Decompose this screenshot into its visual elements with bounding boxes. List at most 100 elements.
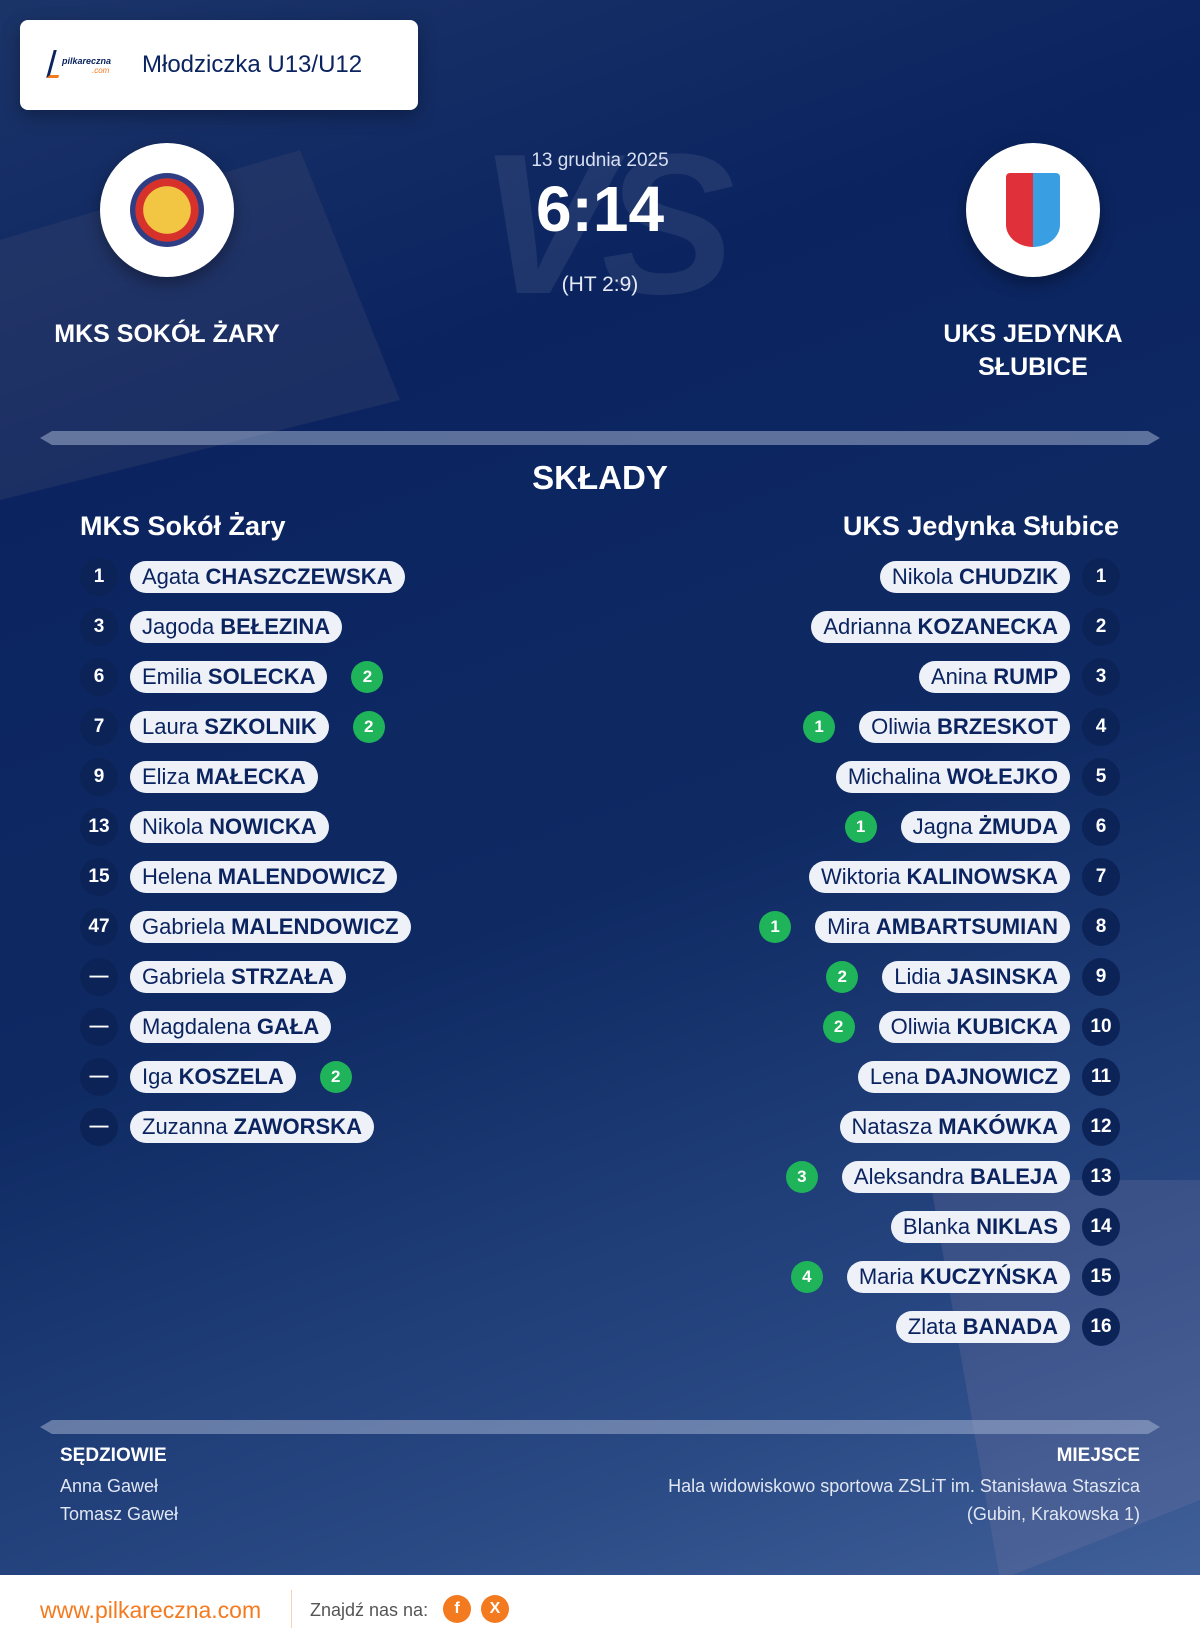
venue-address: (Gubin, Krakowska 1) <box>966 1504 1140 1524</box>
last-name: ZAWORSKA <box>233 1114 362 1139</box>
last-name: WOŁEJKO <box>946 764 1058 789</box>
player-row: — Iga KOSZELA 2 <box>80 1058 352 1096</box>
first-name: Oliwia <box>890 1014 951 1039</box>
goals-badge: 1 <box>759 911 792 943</box>
shirt-number: 6 <box>80 658 118 696</box>
first-name: Lena <box>869 1064 919 1089</box>
player-row: Blanka NIKLAS 14 <box>890 1208 1120 1246</box>
first-name: Oliwia <box>871 714 931 739</box>
player-name: Nikola CHUDZIK <box>879 561 1070 593</box>
shirt-number: 16 <box>1082 1308 1120 1346</box>
goals-badge: 3 <box>785 1161 818 1193</box>
away-name-line1: UKS JEDYNKA <box>943 320 1123 348</box>
officials-label: SĘDZIOWIE <box>60 1445 167 1466</box>
shirt-number: 9 <box>80 758 118 796</box>
footer-separator <box>291 1590 292 1628</box>
venue-label: MIEJSCE <box>1056 1445 1140 1466</box>
first-name: Nikola <box>891 564 953 589</box>
player-row: 13 Nikola NOWICKA <box>80 808 329 846</box>
last-name: MALENDOWICZ <box>231 914 399 939</box>
player-row: 9 Eliza MAŁECKA <box>80 758 318 796</box>
away-lineup-heading: UKS Jedynka Słubice <box>842 511 1119 541</box>
player-row: 1 Jagna ŻMUDA 6 <box>844 808 1120 846</box>
player-name: Maria KUCZYŃSKA <box>846 1261 1070 1293</box>
first-name: Lidia <box>894 964 941 989</box>
shirt-number: 15 <box>80 858 118 896</box>
player-row: 2 Lidia JASINSKA 9 <box>826 958 1120 996</box>
last-name: KUCZYŃSKA <box>919 1264 1058 1289</box>
competition-name: Młodziczka U13/U12 <box>142 51 363 78</box>
first-name: Natasza <box>851 1114 933 1139</box>
last-name: CHUDZIK <box>959 564 1058 589</box>
last-name: GAŁA <box>256 1014 320 1039</box>
player-row: 3 Jagoda BEŁEZINA <box>80 608 343 646</box>
first-name: Adrianna <box>823 614 912 639</box>
player-row: 7 Laura SZKOLNIK 2 <box>80 708 385 746</box>
player-row: Natasza MAKÓWKA 12 <box>839 1108 1120 1146</box>
last-name: KUBICKA <box>956 1014 1058 1039</box>
last-name: DAJNOWICZ <box>924 1064 1058 1089</box>
lineups-title: SKŁADY <box>532 459 668 496</box>
venue-name: Hala widowiskowo sportowa ZSLiT im. Stan… <box>668 1476 1140 1496</box>
player-name: Natasza MAKÓWKA <box>839 1111 1070 1143</box>
player-name: Oliwia KUBICKA <box>878 1011 1070 1043</box>
player-name: Jagna ŻMUDA <box>900 811 1070 843</box>
shirt-number: 1 <box>80 558 118 596</box>
last-name: MAŁECKA <box>195 764 306 789</box>
player-row: — Magdalena GAŁA <box>80 1008 332 1046</box>
away-crest <box>966 143 1100 277</box>
shirt-number: 12 <box>1082 1108 1120 1146</box>
shirt-number: 4 <box>1082 708 1120 746</box>
player-name: Aleksandra BALEJA <box>841 1161 1070 1193</box>
first-name: Maria <box>858 1264 914 1289</box>
first-name: Blanka <box>902 1214 971 1239</box>
player-row: 1 Agata CHASZCZEWSKA <box>80 558 405 596</box>
last-name: BEŁEZINA <box>220 614 331 639</box>
player-name: Magdalena GAŁA <box>130 1011 332 1043</box>
shirt-number: 7 <box>80 708 118 746</box>
shirt-number: 6 <box>1082 808 1120 846</box>
divider <box>40 1420 1160 1434</box>
first-name: Gabriela <box>142 914 226 939</box>
shirt-number: — <box>80 1108 118 1146</box>
home-team-name: MKS SOKÓŁ ŻARY <box>54 320 280 348</box>
goals-badge: 1 <box>803 711 836 743</box>
first-name: Anina <box>930 664 988 689</box>
shirt-number: — <box>80 958 118 996</box>
competition-card: pilkareczna .com Młodziczka U13/U12 <box>20 20 418 110</box>
player-row: 6 Emilia SOLECKA 2 <box>80 658 384 696</box>
x-icon[interactable]: X <box>481 1595 509 1623</box>
shirt-number: 13 <box>80 808 118 846</box>
player-row: 4 Maria KUCZYŃSKA 15 <box>790 1258 1120 1296</box>
facebook-icon[interactable]: f <box>443 1595 471 1623</box>
shirt-number: 3 <box>80 608 118 646</box>
shirt-number: 7 <box>1082 858 1120 896</box>
shirt-number: 15 <box>1082 1258 1120 1296</box>
player-name: Nikola NOWICKA <box>130 811 329 843</box>
shirt-number: — <box>80 1008 118 1046</box>
halftime-score: (HT 2:9) <box>561 273 639 296</box>
last-name: ŻMUDA <box>978 814 1058 839</box>
find-us-label: Znajdź nas na: <box>310 1600 429 1620</box>
player-row: Anina RUMP 3 <box>918 658 1120 696</box>
player-name: Oliwia BRZESKOT <box>859 711 1070 743</box>
first-name: Nikola <box>142 814 204 839</box>
first-name: Gabriela <box>142 964 226 989</box>
first-name: Eliza <box>142 764 190 789</box>
player-row: 1 Mira AMBARTSUMIAN 8 <box>759 908 1120 946</box>
player-name: Blanka NIKLAS <box>890 1211 1070 1243</box>
website-link[interactable]: www.pilkareczna.com <box>40 1597 262 1623</box>
player-name: Adrianna KOZANECKA <box>811 611 1070 643</box>
player-name: Zlata BANADA <box>895 1311 1070 1343</box>
last-name: BRZESKOT <box>937 714 1058 739</box>
vs-watermark: VS <box>478 113 735 336</box>
player-row: 15 Helena MALENDOWICZ <box>80 858 398 896</box>
last-name: SZKOLNIK <box>204 714 317 739</box>
player-name: Lidia JASINSKA <box>882 961 1070 993</box>
first-name: Michalina <box>847 764 941 789</box>
last-name: KOZANECKA <box>917 614 1058 639</box>
first-name: Aleksandra <box>853 1164 964 1189</box>
player-name: Zuzanna ZAWORSKA <box>130 1111 374 1143</box>
official-name: Anna Gaweł <box>60 1476 159 1496</box>
player-name: Wiktoria KALINOWSKA <box>809 861 1070 893</box>
